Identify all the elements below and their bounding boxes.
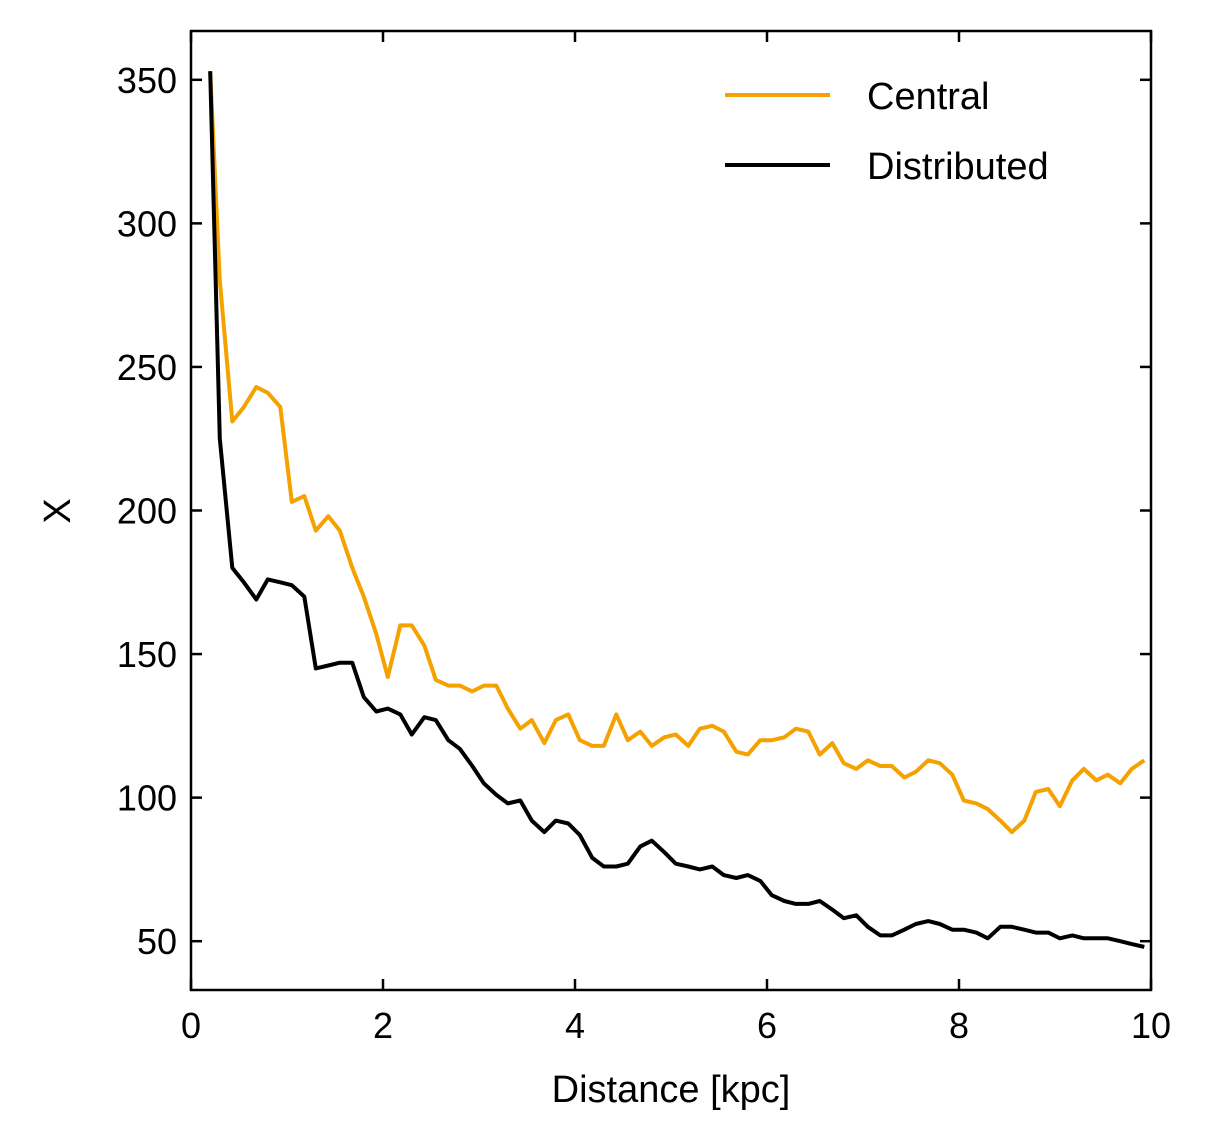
x-tick-label: 2 (373, 1005, 393, 1046)
ticks: 0 2 4 6 8 10 50 100 150 200 250 300 350 (117, 31, 1171, 1046)
series-line-distributed (208, 71, 1145, 949)
x-axis-label: Distance [kpc] (552, 1069, 791, 1111)
x-tick-label: 0 (181, 1005, 201, 1046)
y-axis-label: X (37, 498, 79, 523)
x-tick-label: 10 (1131, 1005, 1171, 1046)
y-tick-label: 250 (117, 347, 177, 388)
x-tick-label: 4 (565, 1005, 585, 1046)
series-line-central (208, 71, 1146, 835)
legend-label-distributed: Distributed (867, 146, 1049, 188)
y-tick-label: 100 (117, 778, 177, 819)
y-tick-label: 150 (117, 634, 177, 675)
y-tick-label: 200 (117, 491, 177, 532)
y-tick-label: 50 (137, 921, 177, 962)
legend-label-central: Central (867, 76, 990, 118)
y-tick-label: 350 (117, 60, 177, 101)
legend: Central Distributed (725, 76, 1049, 188)
x-tick-label: 6 (757, 1005, 777, 1046)
y-tick-label: 300 (117, 203, 177, 244)
x-tick-label: 8 (949, 1005, 969, 1046)
series-lines (208, 71, 1146, 949)
